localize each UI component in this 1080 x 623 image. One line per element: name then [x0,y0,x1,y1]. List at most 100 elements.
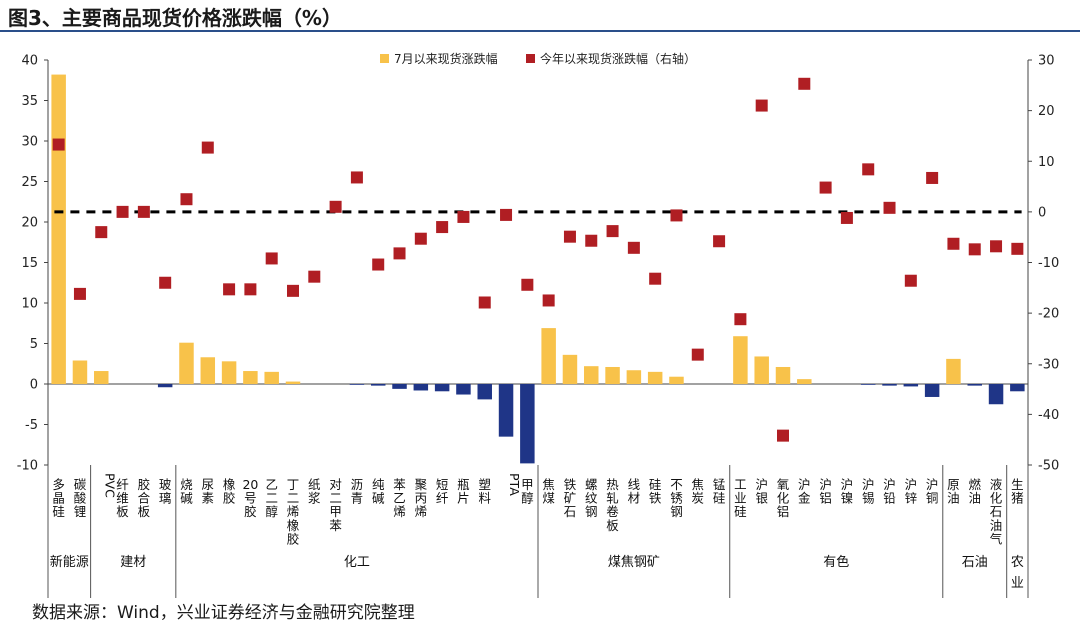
right-tick-label: -10 [1038,256,1059,271]
category-label: 塑料 [478,477,491,506]
category-label: 纯碱 [372,477,385,506]
bar-纯碱 [370,384,386,386]
right-tick-label: -40 [1038,408,1059,423]
category-label: 氧化铝 [777,477,790,519]
figure-title: 图3、主要商品现货价格涨跌幅（%） [8,6,342,30]
marker-沪铜 [926,171,939,184]
bar-瓶片 [456,384,471,395]
bar-20号胶 [243,371,258,384]
marker-烧碱 [180,193,193,206]
category-label: 多晶硅 [52,477,65,519]
marker-对二甲苯 [329,200,342,213]
left-tick-label: -10 [17,459,38,474]
left-tick-label: 20 [21,216,38,231]
category-label: 橡胶 [223,477,236,506]
title-underline [0,30,1080,32]
right-tick-label: -50 [1038,459,1059,474]
legend-bar-swatch [380,54,389,63]
bar-硅铁 [647,371,663,384]
group-label: 建材 [120,555,146,570]
legend-marker-label: 今年以来现货涨跌幅（右轴） [540,51,696,66]
category-label: 胶合板 [138,477,151,519]
bar-不锈钢 [669,376,684,384]
marker-纤维板 [116,205,129,218]
bar-橡胶 [221,361,237,384]
bar-铁矿石 [562,354,578,384]
bar-塑料 [477,384,492,400]
category-label: 尿素 [202,477,215,506]
category-label: PVC [102,473,117,498]
marker-焦煤 [542,294,555,307]
category-label: 聚丙烯 [415,477,428,519]
group-label: 新能源 [50,554,89,570]
marker-乙二醇 [265,252,278,265]
marker-硅铁 [649,272,662,285]
marker-碳酸锂 [73,287,86,300]
marker-沪锡 [862,163,875,176]
category-label: 纤维板 [116,477,129,519]
bar-沪金 [797,379,812,384]
bar-聚丙烯 [413,384,429,391]
group-label: 煤焦钢矿 [608,555,660,570]
category-label: 纸浆 [308,477,321,506]
left-tick-label: 40 [21,54,38,69]
legend-bar-label: 7月以来现货涨跌幅 [394,51,498,66]
bar-燃油 [967,384,982,386]
marker-锰硅 [713,235,726,248]
marker-沪镍 [840,211,853,224]
category-label: 短纤 [436,477,449,506]
left-tick-label: 0 [30,378,38,393]
marker-聚丙烯 [414,232,427,245]
marker-20号胶 [244,283,257,296]
right-tick-label: 0 [1038,205,1046,220]
group-label: 石油 [962,555,988,570]
category-label: 锰硅 [713,477,726,506]
category-label: 沪铅 [883,477,896,506]
category-label: 沥青 [351,477,364,506]
category-label: 线材 [628,477,641,506]
marker-沪铝 [819,181,832,194]
category-label: 沪铜 [926,477,939,506]
bar-沪银 [754,356,769,384]
bar-氧化铝 [775,366,791,384]
bar-短纤 [434,384,450,392]
category-label: 烧碱 [180,477,193,506]
category-label: 沪锌 [905,477,918,506]
right-tick-label: 10 [1038,155,1055,170]
category-label: 焦炭 [692,477,705,506]
right-tick-label: -20 [1038,307,1059,322]
right-tick-label: 30 [1038,54,1055,69]
bar-生猪 [1010,384,1025,392]
left-tick-label: 30 [21,135,38,150]
bar-甲醇 [520,384,535,464]
marker-沪锌 [904,274,917,287]
marker-胶合板 [137,205,150,218]
left-tick-label: 15 [21,256,38,271]
marker-沥青 [350,171,363,184]
marker-塑料 [478,296,491,309]
group-label: 有色 [823,554,849,570]
category-label: 丁二烯橡胶 [287,477,300,546]
category-label: 燃油 [968,477,981,506]
category-label: 生猪 [1011,477,1024,506]
marker-氧化铝 [777,429,789,442]
bar-原油 [946,358,961,384]
bar-螺纹钢 [584,366,599,384]
bar-沥青 [349,384,365,385]
bar-尿素 [200,357,216,384]
marker-液化石油气 [990,240,1003,253]
bar-热轧卷板 [605,366,620,384]
bar-烧碱 [179,342,194,384]
category-label: 对二甲苯 [329,477,342,533]
marker-沪铅 [883,201,896,214]
marker-沪金 [798,77,811,90]
bar-沪铅 [882,384,897,386]
markers-layer [52,77,1024,442]
category-label: 原油 [947,477,960,506]
right-tick-label: 20 [1038,104,1055,119]
bar-线材 [626,370,642,384]
bar-碳酸锂 [72,360,88,384]
marker-尿素 [201,141,214,154]
marker-不锈钢 [670,209,683,222]
